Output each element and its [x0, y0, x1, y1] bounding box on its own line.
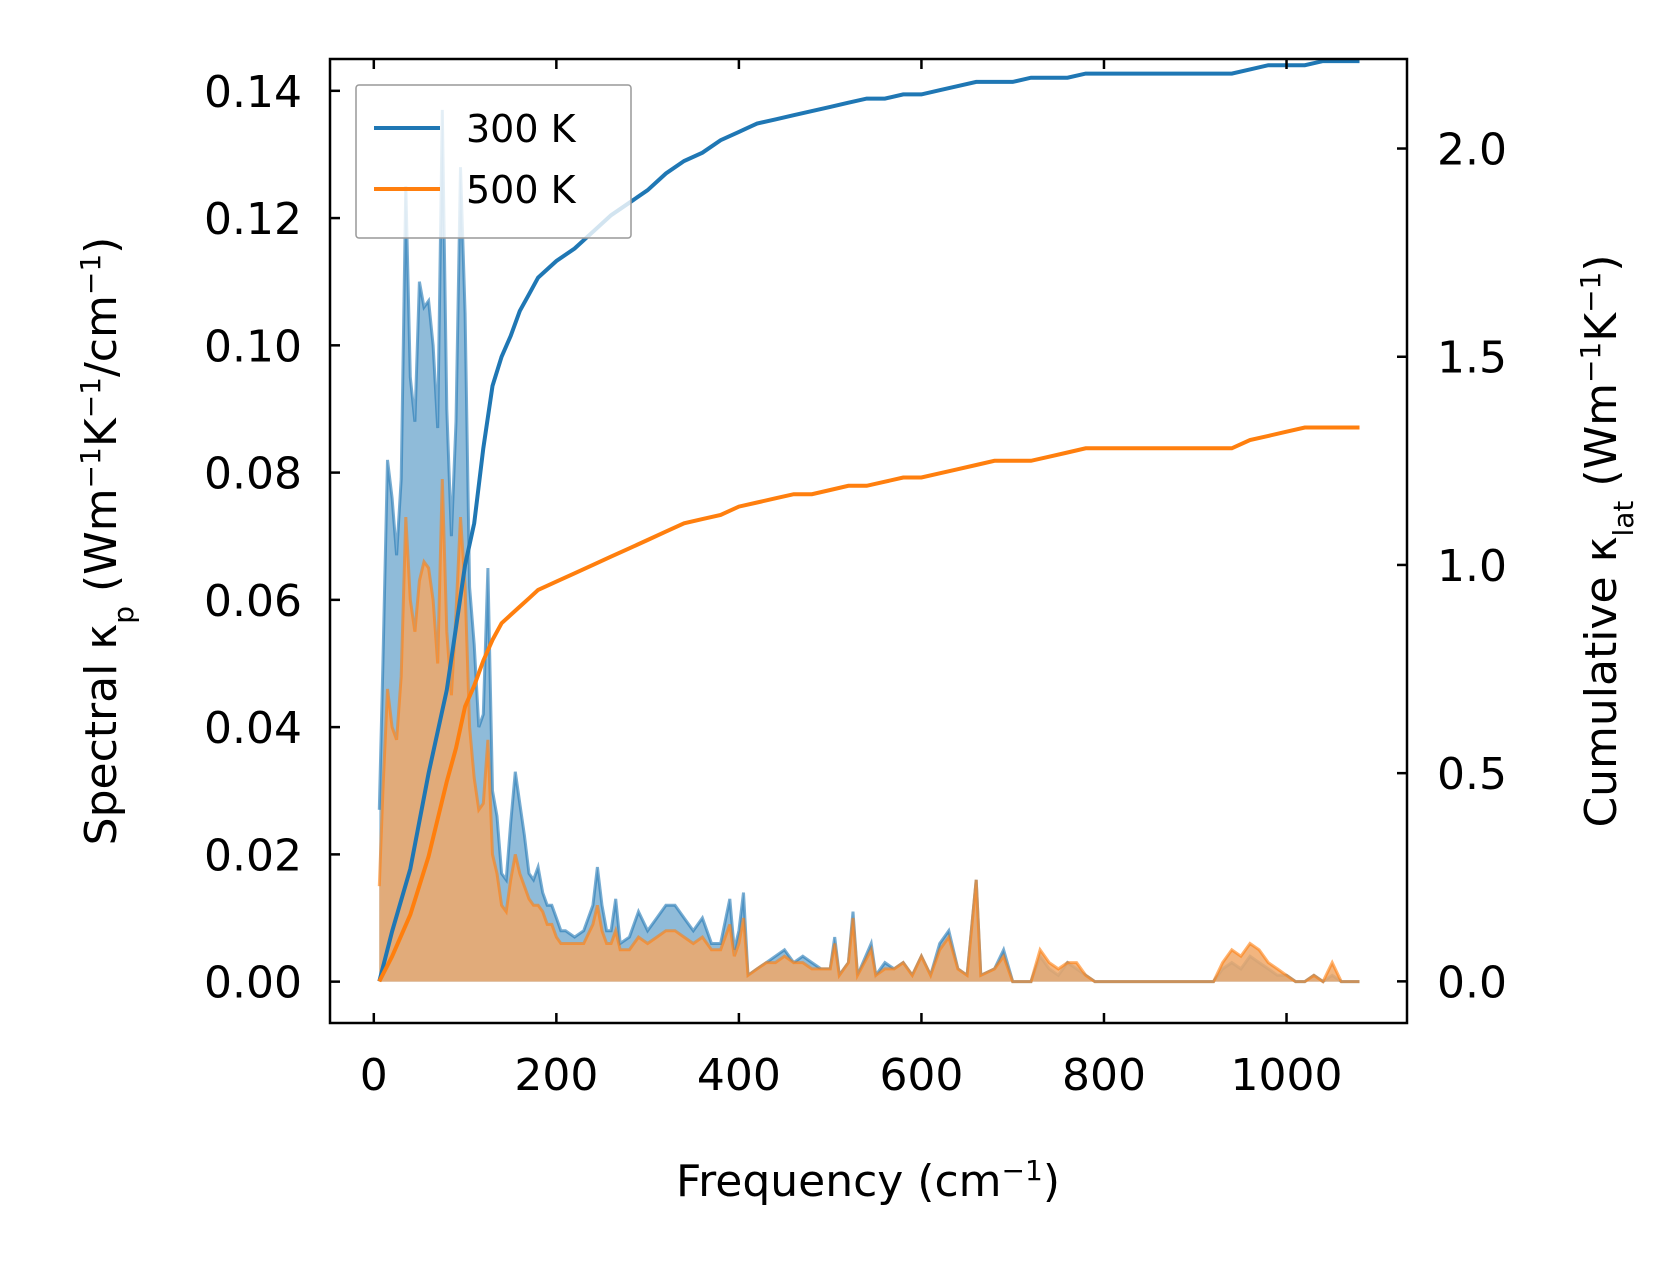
plot-area [377, 59, 1360, 984]
left-y-tick-label: 0.06 [204, 576, 302, 627]
right-y-axis-ticks: 0.0 0.5 1.0 1.5 2.0 [1397, 125, 1507, 1008]
x-tick-label: 800 [1062, 1050, 1146, 1101]
x-axis-label: Frequency (cm−1) [676, 1154, 1060, 1208]
x-tick-label: 1000 [1231, 1050, 1343, 1101]
left-y-tick-label: 0.10 [204, 321, 302, 372]
spectral-line-300k [377, 109, 1360, 984]
left-y-tick-label: 0.08 [204, 449, 302, 500]
left-y-tick-label: 0.12 [204, 194, 302, 245]
right-y-tick-label: 0.0 [1437, 957, 1507, 1008]
cumulative-line-500k [377, 425, 1360, 983]
right-y-tick-label: 0.5 [1437, 749, 1507, 800]
legend-box [355, 84, 632, 239]
x-tick-label: 200 [514, 1050, 598, 1101]
left-y-axis-label: Spectral κp (Wm−1K−1/cm−1) [74, 237, 140, 846]
left-y-tick-label: 0.04 [204, 703, 302, 754]
legend-label-300k: 300 K [466, 107, 577, 151]
legend: 300 K 500 K [355, 84, 632, 239]
x-tick-label: 600 [879, 1050, 963, 1101]
right-y-tick-label: 1.5 [1437, 333, 1507, 384]
x-axis-ticks: 0 200 400 600 800 1000 [360, 59, 1343, 1101]
spectral-line-500k [377, 478, 1360, 984]
right-y-tick-label: 2.0 [1437, 125, 1507, 176]
x-tick-label: 0 [360, 1050, 388, 1101]
left-y-tick-label: 0.14 [204, 67, 302, 118]
left-y-axis-ticks: 0.00 0.02 0.04 0.06 0.08 0.10 0.12 0.14 [204, 67, 340, 1009]
legend-label-500k: 500 K [466, 168, 577, 212]
axes-frame [328, 57, 1409, 1025]
spectral-fill-500k [379, 479, 1360, 982]
right-y-axis-label: Cumulative κlat (Wm−1K−1) [1574, 254, 1640, 827]
x-tick-label: 400 [697, 1050, 781, 1101]
left-y-tick-label: 0.00 [204, 958, 302, 1009]
left-y-tick-label: 0.02 [204, 830, 302, 881]
cumulative-line-300k [377, 59, 1360, 982]
right-y-tick-label: 1.0 [1437, 541, 1507, 592]
